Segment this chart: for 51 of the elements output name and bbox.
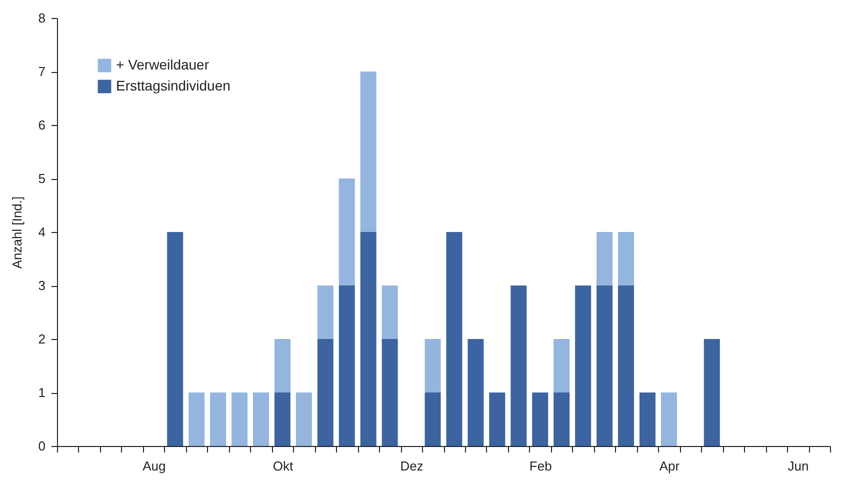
bar bbox=[532, 392, 548, 446]
x-tick-label: Feb bbox=[529, 458, 552, 474]
y-tick-label: 5 bbox=[38, 171, 46, 186]
legend-label: + Verweildauer bbox=[116, 56, 210, 72]
y-tick-label: 3 bbox=[38, 278, 46, 293]
bar bbox=[252, 392, 269, 446]
y-tick-label: 1 bbox=[38, 385, 46, 400]
bar bbox=[424, 392, 441, 446]
bar bbox=[338, 178, 355, 286]
bar bbox=[188, 392, 205, 446]
bar bbox=[317, 339, 334, 446]
bar bbox=[596, 286, 613, 446]
y-tick-label: 4 bbox=[38, 224, 46, 240]
bar bbox=[468, 339, 484, 446]
bar bbox=[575, 286, 592, 446]
bar bbox=[382, 339, 398, 446]
y-axis-title: Anzahl [Ind.] bbox=[9, 196, 24, 269]
bar bbox=[618, 232, 634, 286]
bar bbox=[446, 232, 462, 446]
bar bbox=[360, 232, 376, 446]
x-tick-label: Jun bbox=[788, 458, 809, 474]
bar bbox=[274, 392, 290, 446]
bar bbox=[639, 392, 656, 446]
bar bbox=[274, 339, 290, 392]
bar bbox=[382, 286, 398, 339]
bar bbox=[317, 286, 334, 339]
bar bbox=[618, 286, 634, 446]
bar bbox=[489, 392, 506, 446]
bar bbox=[660, 392, 677, 446]
bar bbox=[424, 339, 441, 392]
bar bbox=[210, 392, 226, 446]
bar bbox=[554, 339, 570, 392]
y-tick-label: 2 bbox=[38, 332, 46, 346]
bar bbox=[554, 392, 570, 446]
x-tick-label: Aug bbox=[142, 458, 166, 474]
bar bbox=[360, 72, 376, 232]
bar bbox=[510, 286, 527, 446]
x-tick-label: Okt bbox=[272, 458, 294, 474]
bar bbox=[296, 392, 312, 446]
y-tick-label: 6 bbox=[38, 118, 46, 132]
legend-label: Ersttagsindividuen bbox=[116, 78, 230, 94]
y-tick-label: 0 bbox=[38, 438, 46, 454]
bar bbox=[232, 392, 248, 446]
x-tick-label: Apr bbox=[659, 458, 680, 474]
bar bbox=[704, 339, 720, 446]
bar bbox=[338, 286, 355, 446]
x-tick-label: Dez bbox=[400, 458, 424, 474]
y-tick-label: 7 bbox=[38, 64, 46, 79]
bar bbox=[167, 232, 184, 446]
y-tick-label: 8 bbox=[38, 10, 46, 26]
bar bbox=[596, 232, 613, 286]
